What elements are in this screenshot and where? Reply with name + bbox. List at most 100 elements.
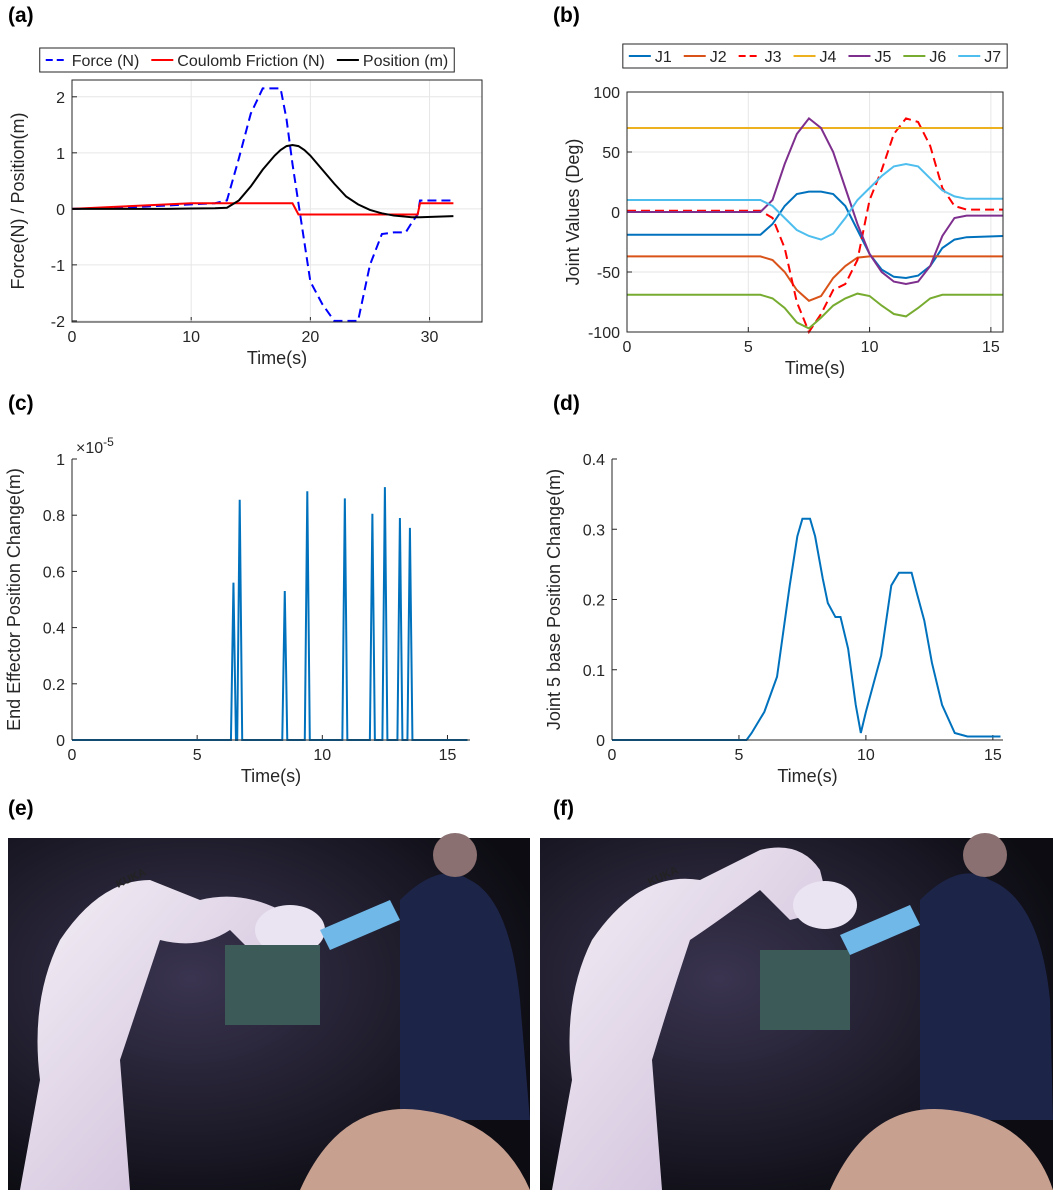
series-line xyxy=(627,162,1003,241)
panel-label: (a) xyxy=(8,4,34,27)
person xyxy=(920,873,1053,1120)
y-tick-label: -2 xyxy=(51,314,65,331)
mannequin xyxy=(830,1109,1053,1190)
plot-area xyxy=(72,459,470,740)
y-tick-label: 0.4 xyxy=(43,621,65,638)
instrument xyxy=(760,950,850,1030)
series-line xyxy=(627,117,1003,335)
y-tick-label: 0.2 xyxy=(583,593,605,610)
axes-box xyxy=(71,79,483,323)
series-line xyxy=(72,487,468,741)
glove xyxy=(320,900,400,950)
y-tick-label: -100 xyxy=(588,325,620,342)
x-tick-label: 10 xyxy=(313,747,331,764)
x-tick-label: 0 xyxy=(68,747,77,764)
series-line xyxy=(612,517,1001,741)
x-tick-label: 5 xyxy=(744,339,753,356)
y-axis-label: Joint 5 base Position Change(m) xyxy=(544,469,564,730)
x-tick-label: 15 xyxy=(984,747,1002,764)
axes: 0 5 10 15 0 0.2 0.4 0.6 0.8 1 Time(s) End Effector … xyxy=(4,435,470,786)
y-tick-label: 0 xyxy=(56,733,65,750)
legend-label: J5 xyxy=(874,49,891,66)
y-tick-label: 0 xyxy=(611,205,620,222)
legend-label: J1 xyxy=(655,49,672,66)
multiplier-exponent: -5 xyxy=(103,435,114,449)
y-tick-label: -50 xyxy=(597,265,620,282)
y-tick-label: 50 xyxy=(602,145,620,162)
y-tick-label: 1 xyxy=(56,452,65,469)
series-line xyxy=(72,143,454,219)
legend-label: Position (m) xyxy=(363,53,448,70)
axes: 0 10 20 30 -2 -1 0 1 2 Time(s) Force(N) / Position… xyxy=(8,47,483,368)
y-axis-label: Joint Values (Deg) xyxy=(563,139,583,286)
legend-label: Force (N) xyxy=(72,53,140,70)
x-tick-label: 5 xyxy=(734,747,743,764)
series-line xyxy=(627,292,1003,330)
y-tick-label: 0.4 xyxy=(583,452,605,469)
x-tick-label: 0 xyxy=(608,747,617,764)
multiplier-base: ×10 xyxy=(76,440,103,457)
y-tick-label: 2 xyxy=(56,90,65,107)
robot-arm xyxy=(552,847,830,1190)
plot-area xyxy=(72,80,482,322)
legend-label: Coulomb Friction (N) xyxy=(177,53,325,70)
x-tick-label: 0 xyxy=(68,329,77,346)
x-tick-label: 5 xyxy=(193,747,202,764)
y-tick-label: 0 xyxy=(56,202,65,219)
robot-wrist xyxy=(793,881,857,929)
y-tick-label: 0.1 xyxy=(583,663,605,680)
robot-wrist xyxy=(255,905,325,955)
x-tick-label: 15 xyxy=(982,339,1000,356)
axes: 0 5 10 15 0 0.1 0.2 0.3 0.4 Time(s) Joint 5 base P… xyxy=(544,452,1003,786)
panel-label: (f) xyxy=(553,797,574,820)
legend-label: J2 xyxy=(710,49,727,66)
series-line xyxy=(71,202,454,216)
axes-box xyxy=(626,91,1004,333)
y-tick-label: 1 xyxy=(56,146,65,163)
series-line xyxy=(627,116,1003,286)
legend-label: J7 xyxy=(984,49,1001,66)
x-tick-label: 30 xyxy=(421,329,439,346)
series-line xyxy=(627,255,1003,302)
y-tick-label: 0.6 xyxy=(43,564,65,581)
panel-label: (c) xyxy=(8,392,34,415)
legend-label: J3 xyxy=(765,49,782,66)
y-tick-label: 0.8 xyxy=(43,508,65,525)
x-tick-label: 20 xyxy=(301,329,319,346)
y-axis-label: End Effector Position Change(m) xyxy=(4,468,24,731)
x-tick-label: 10 xyxy=(861,339,879,356)
x-axis-label: Time(s) xyxy=(241,766,301,786)
head xyxy=(963,833,1007,877)
x-tick-label: 10 xyxy=(857,747,875,764)
photo-e: KUKA xyxy=(8,833,530,1190)
x-tick-label: 10 xyxy=(182,329,200,346)
y-tick-label: 0 xyxy=(596,733,605,750)
instrument xyxy=(225,945,320,1025)
y-tick-label: 0.2 xyxy=(43,677,65,694)
panel-label: (d) xyxy=(553,392,580,415)
legend: J1 J2 J3 J4 J5 J6 J7 xyxy=(622,43,1008,69)
x-axis-label: Time(s) xyxy=(247,348,307,368)
plot-area xyxy=(612,459,1003,740)
axis-multiplier: ×10-5 xyxy=(76,435,114,457)
legend-box xyxy=(39,47,455,73)
x-tick-label: 15 xyxy=(439,747,457,764)
y-tick-label: -1 xyxy=(51,258,65,275)
head xyxy=(433,833,477,877)
legend-label: J6 xyxy=(929,49,946,66)
x-axis-label: Time(s) xyxy=(785,358,845,378)
panel-label: (b) xyxy=(553,4,580,27)
mannequin xyxy=(300,1109,530,1190)
robot-arm xyxy=(20,880,300,1190)
panel-label: (e) xyxy=(8,797,34,820)
person xyxy=(400,873,530,1120)
y-tick-label: 100 xyxy=(593,85,620,102)
y-tick-label: 0.3 xyxy=(583,522,605,539)
series-line xyxy=(71,87,454,322)
y-axis-label: Force(N) / Position(m) xyxy=(8,112,28,289)
legend-label: J4 xyxy=(820,49,837,66)
glove xyxy=(840,905,920,955)
legend: Force (N) Coulomb Friction (N) Position (m… xyxy=(39,47,455,73)
axes: 0 5 10 15 -100 -50 0 50 100 Time(s) Joint Values (… xyxy=(563,43,1008,378)
